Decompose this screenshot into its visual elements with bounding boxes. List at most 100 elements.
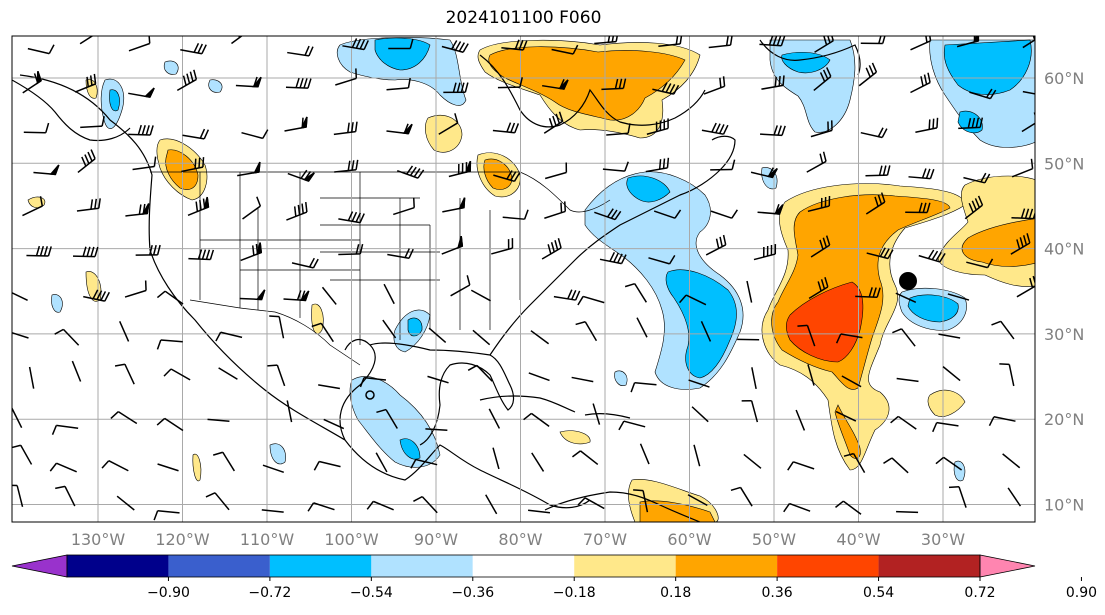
wind-barb [915,117,939,134]
wind-barb [156,417,184,432]
contour-lightblue-quebec [337,37,467,106]
wind-barb [601,78,627,91]
lon-label: 130°W [71,530,126,549]
lat-label: 30°N [1044,325,1084,344]
wind-barb [883,457,909,474]
colorbar-tick-label: 0.54 [863,585,894,601]
wind-barb [905,202,931,214]
wind-barb [1010,233,1031,255]
wind-barb [935,456,963,471]
wind-barb [76,198,101,212]
wind-barb [988,416,1016,427]
contour-blue-quebec [374,37,431,71]
wind-barb [592,403,601,425]
colorbar-tick-label: 0.72 [964,585,995,601]
wind-barb [101,460,129,472]
colorbar-tick-label: 0.90 [1066,585,1097,601]
contour-yellow-pac3 [192,453,202,482]
wind-barb [80,116,105,129]
wind-barb [207,418,230,423]
wind-barb [618,420,646,431]
wind-barb [860,36,886,45]
wind-barb [128,124,154,136]
wind-barb [74,73,97,93]
colorbar-bin [777,555,879,577]
latitude-labels: 60°N 50°N 40°N 30°N 20°N 10°N [1044,69,1084,515]
wind-barb [892,328,916,347]
wind-barb [797,324,816,347]
wind-barb [795,409,806,431]
wind-barb [441,235,464,255]
wind-barb [318,384,341,390]
tropical-cyclone-marker [899,272,917,290]
wind-barb [382,319,397,339]
wind-barb [932,421,959,433]
wind-barb [287,169,315,182]
wind-barb [413,495,438,514]
wind-barb [128,36,151,52]
lon-label: 50°W [752,530,796,549]
lon-label: 110°W [240,530,295,549]
wind-barb [966,258,994,269]
wind-barb [751,367,757,390]
colorbar-labels: −0.90 −0.72 −0.54 −0.36 −0.18 0.18 0.36 0.54 0.7… [147,577,1097,601]
contour-yellow-ea2 [927,389,966,417]
wind-barb [470,289,491,302]
wind-barb [124,280,147,298]
wind-barb [542,78,569,90]
wind-barb [746,280,753,303]
wind-barb [753,244,777,261]
contour-blue-wa2 [626,175,671,203]
wind-barb [12,331,29,339]
wind-barb [311,322,334,343]
wind-barb [156,339,183,350]
wind-barb [639,443,650,465]
wind-barb [551,44,579,55]
wind-barb [12,291,28,302]
wind-barb [1022,90,1035,95]
wind-barb [410,458,438,469]
wind-barb [156,290,184,305]
wind-barb [653,209,682,219]
wind-barb [523,412,550,427]
wind-barb [843,452,866,474]
colorbar-bin [675,555,778,577]
colorbar-tick-label: −0.54 [350,585,393,601]
contour-lightblue-lake [208,79,223,93]
wind-barb [991,320,1015,340]
coast-greenland [759,39,861,76]
wind-barb [153,510,180,521]
coast-alaska [12,79,131,142]
wind-barb [261,509,284,513]
wind-barb [383,283,395,305]
colorbar-bin [67,555,169,577]
wind-barb [205,492,230,511]
colorbar-bin [878,555,980,577]
wind-barb [215,331,243,342]
wind-barb [128,87,155,98]
longitude-labels: 130°W 120°W 110°W 100°W 90°W 80°W 70°W 60°W 50°W… [71,530,965,549]
contour-orange-east [961,218,1035,267]
wind-barb [114,363,135,385]
lon-label: 120°W [155,530,210,549]
wind-barb [910,72,931,94]
wind-barb [176,69,198,92]
colorbar-bin [269,555,372,577]
us-mexico-border [189,299,361,366]
wind-barb [835,333,863,344]
wind-barb [12,407,23,429]
wind-barb [866,247,894,260]
wind-barb [442,197,466,213]
wind-barb [269,315,285,339]
wind-barb [890,415,917,430]
wind-barb [110,411,138,425]
wind-barb [807,364,815,386]
colorbar-bin [371,555,473,577]
wind-barb [342,38,369,51]
wind-barb [338,243,364,256]
wind-barb [687,494,708,507]
wind-barb [49,462,77,473]
wind-barb [761,75,785,90]
wind-barb [472,329,491,346]
